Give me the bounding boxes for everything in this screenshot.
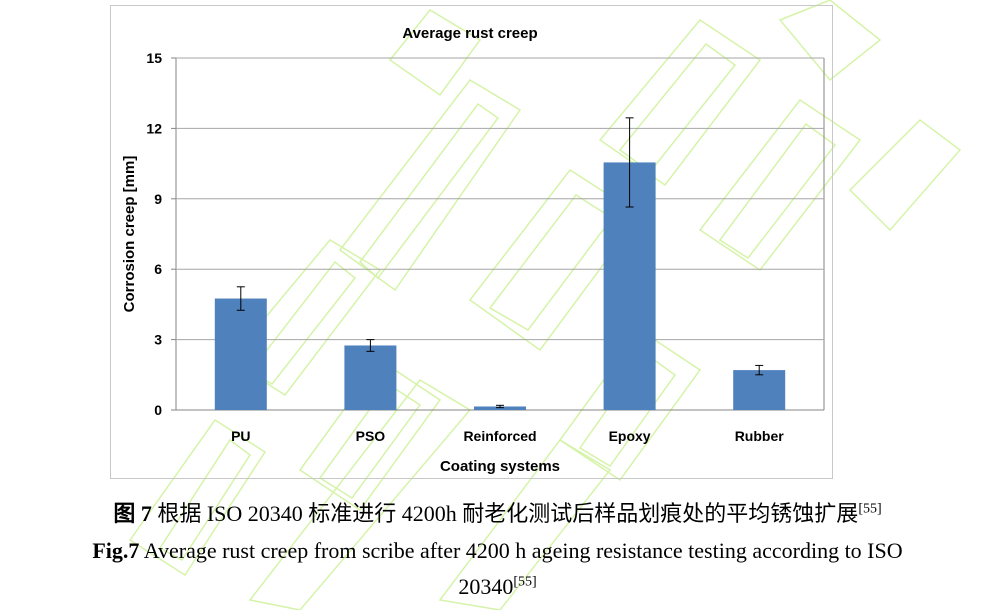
x-tick-label: Rubber xyxy=(735,428,785,444)
bar-chart: Average rust creep 0 3 6 9 12 15 PU PSO Reinfor… xyxy=(121,25,825,475)
y-tick-label: 12 xyxy=(146,120,162,136)
x-tick-label: Reinforced xyxy=(463,428,536,444)
y-axis-title: Corrosion creep [mm] xyxy=(121,156,138,313)
bar xyxy=(474,406,526,410)
caption-en-text-1: Average rust creep from scribe after 420… xyxy=(143,538,903,563)
y-tick-label: 6 xyxy=(154,261,162,277)
caption-english-line2: 20340[55] xyxy=(0,574,995,600)
chart-frame xyxy=(110,5,833,479)
chart-title: Average rust creep xyxy=(402,25,537,42)
x-tick-label: PU xyxy=(231,428,250,444)
caption-english-line1: Fig.7 Average rust creep from scribe aft… xyxy=(0,538,995,564)
caption-cn-label: 图 7 xyxy=(113,501,152,526)
x-axis-title: Coating systems xyxy=(440,458,560,475)
bar xyxy=(344,345,397,410)
y-tick-label: 15 xyxy=(146,50,162,66)
y-tick-label: 3 xyxy=(154,332,162,348)
bar xyxy=(214,298,267,410)
y-tick-label: 0 xyxy=(154,402,162,418)
caption-en-ref: [55] xyxy=(513,574,537,590)
caption-cn-ref: [55] xyxy=(858,501,882,517)
caption-cn-text: 根据 ISO 20340 标准进行 4200h 耐老化测试后样品划痕处的平均锈蚀… xyxy=(157,501,859,526)
x-tick-label: PSO xyxy=(356,428,386,444)
caption-chinese: 图 7 根据 ISO 20340 标准进行 4200h 耐老化测试后样品划痕处的… xyxy=(0,496,995,528)
caption-en-text-2: 20340 xyxy=(458,574,514,599)
y-tick-label: 9 xyxy=(154,191,162,207)
bar xyxy=(733,370,786,410)
caption-en-label: Fig.7 xyxy=(92,538,140,563)
x-tick-label: Epoxy xyxy=(609,428,651,444)
